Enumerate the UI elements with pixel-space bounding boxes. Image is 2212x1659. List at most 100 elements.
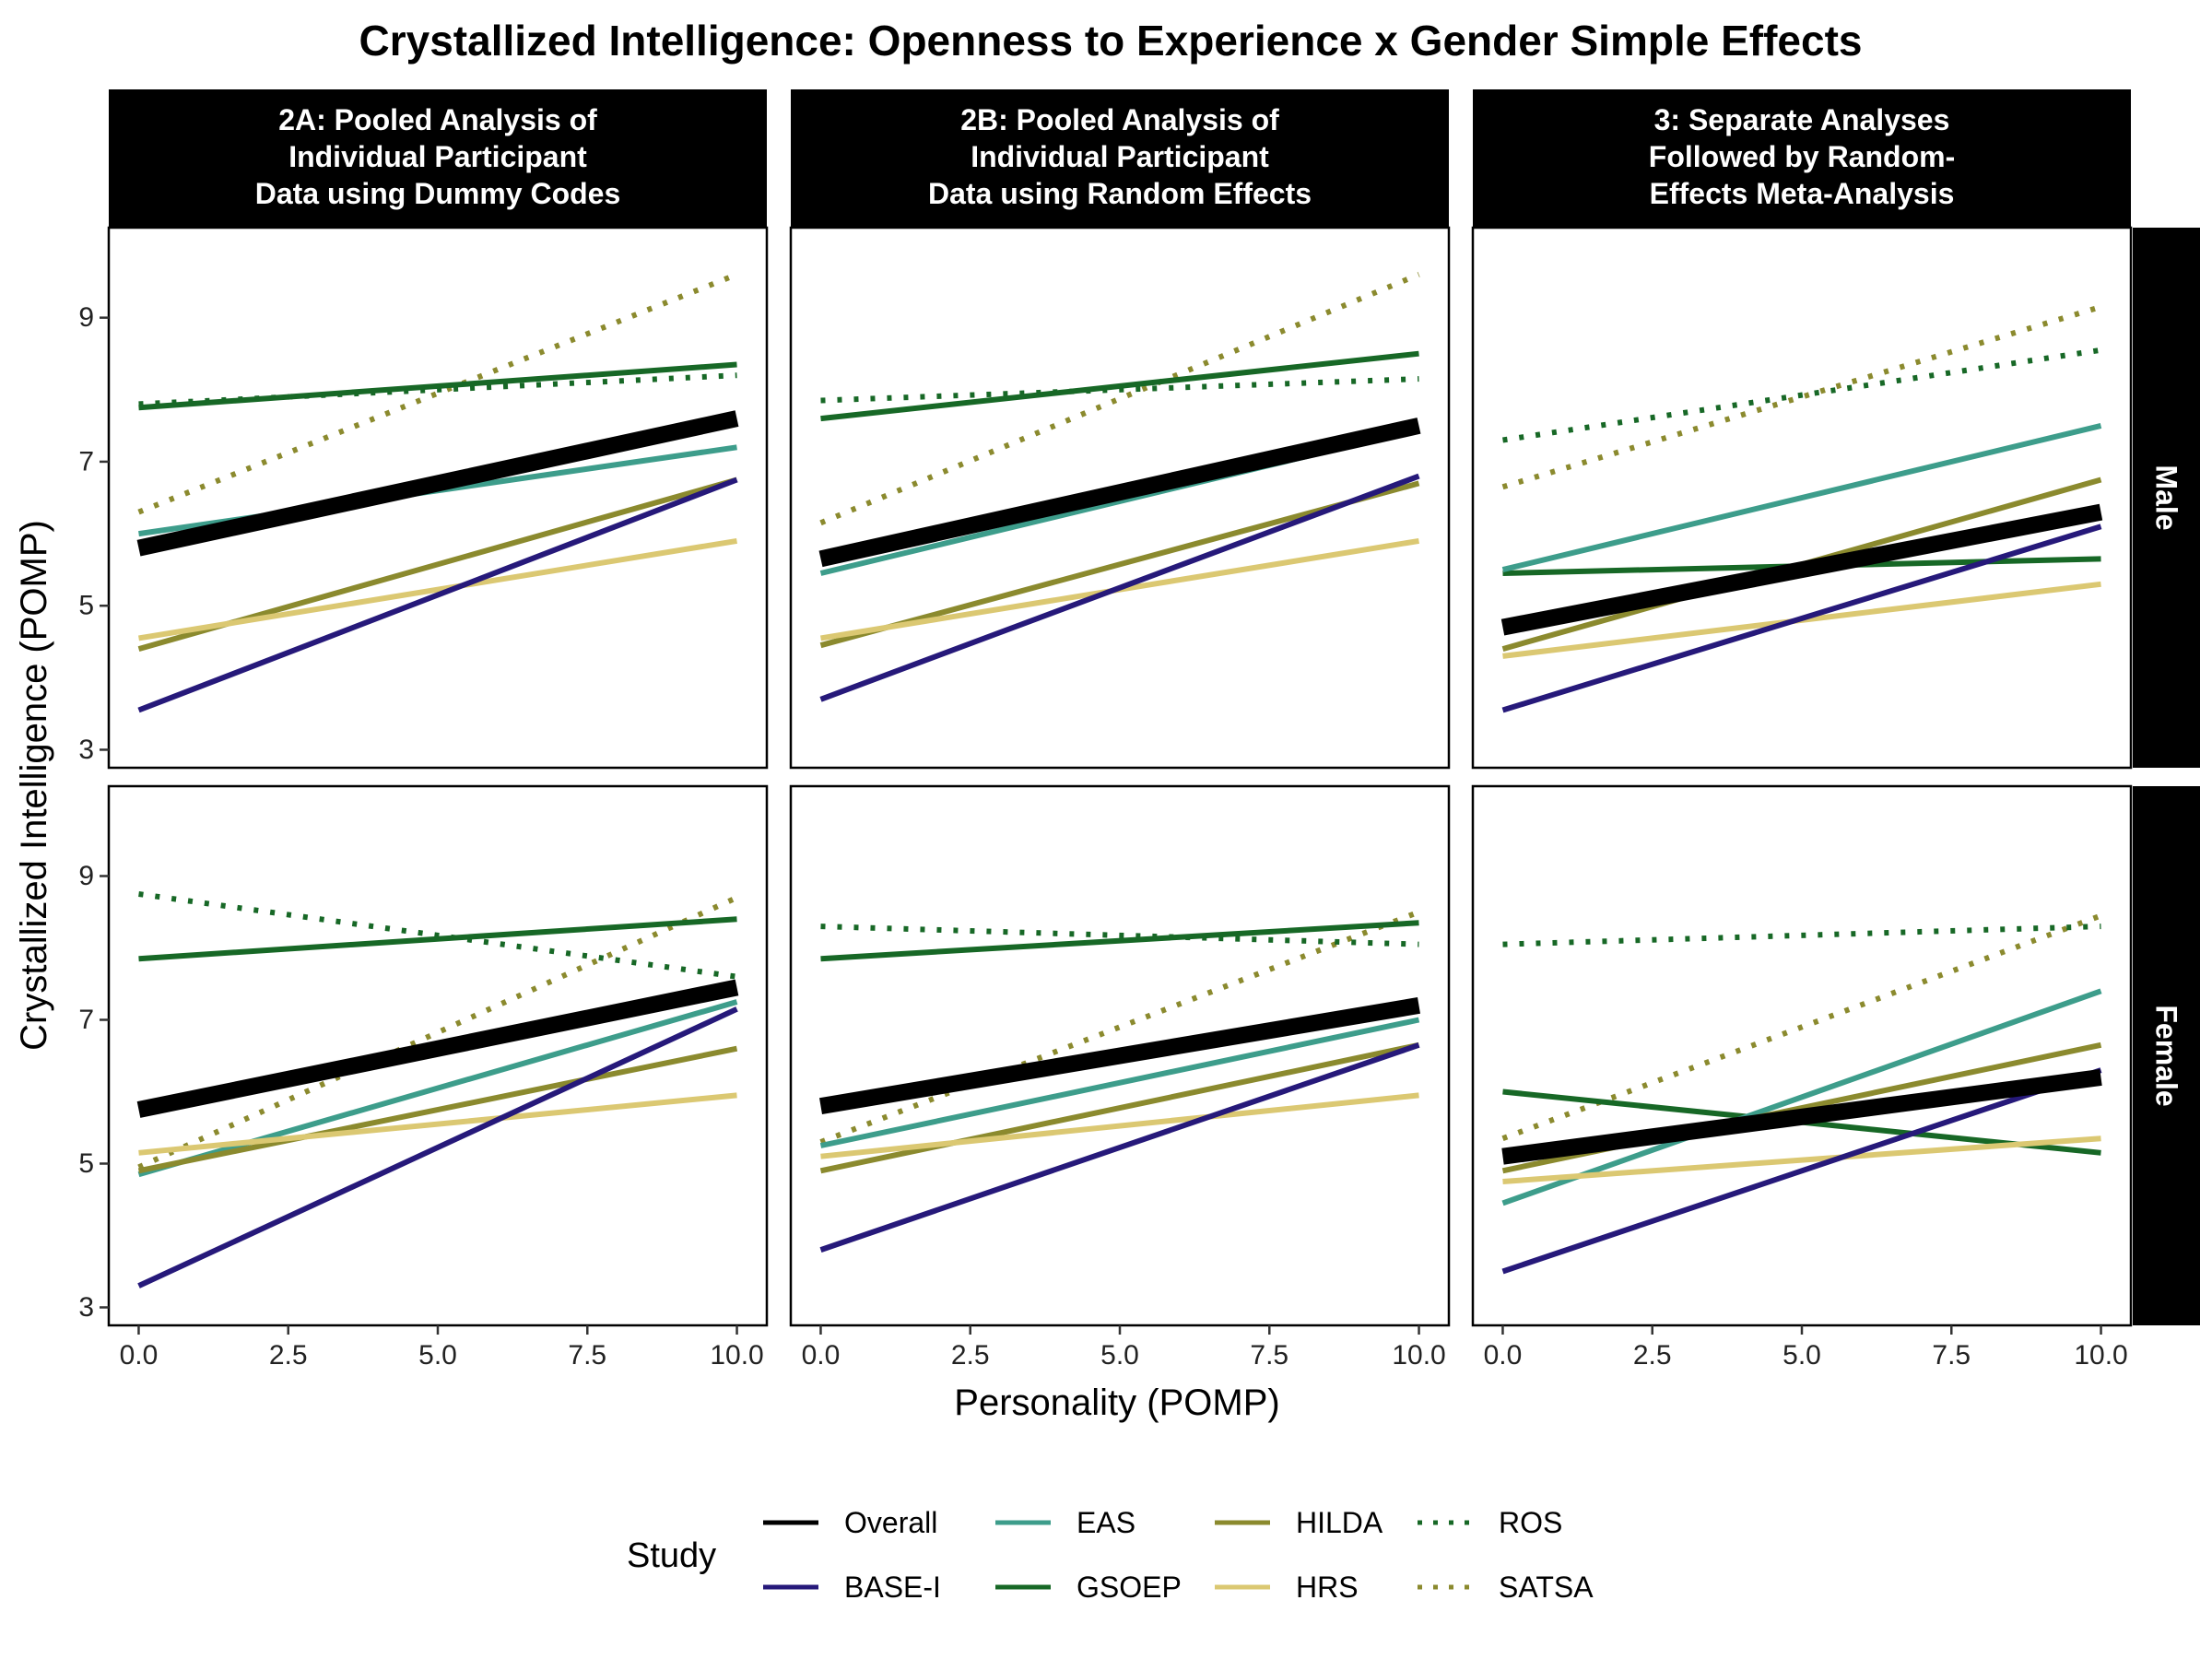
y-tick-label: 5 [78, 1148, 94, 1179]
legend-item-gsoep: GSOEP [995, 1571, 1182, 1604]
legend-label: EAS [1077, 1506, 1135, 1539]
facet-strip-top: 2B: Pooled Analysis of Individual Partici… [791, 89, 1449, 228]
series-line-ros [820, 376, 1419, 404]
legend-label: HRS [1296, 1571, 1359, 1604]
series-line-eas [1501, 422, 2102, 573]
legend: Study Overall BASE-I EAS GSOEP HILDA HRS ROS SAT… [627, 1506, 1594, 1604]
facet-strip-top: 2A: Pooled Analysis of Individual Partici… [109, 89, 767, 228]
facet-strip-label: Followed by Random- [1649, 140, 1955, 173]
x-tick-label: 0.0 [802, 1340, 841, 1371]
series-line-eas [819, 1017, 1420, 1148]
series-line-satsa [1501, 304, 2102, 490]
facet-strip-top: 3: Separate Analyses Followed by Random- E… [1473, 89, 2131, 228]
x-tick-label: 0.0 [120, 1340, 159, 1371]
x-tick-label: 7.5 [568, 1340, 606, 1371]
series-line-overall [1501, 1068, 2102, 1165]
x-tick-label: 10.0 [710, 1340, 763, 1371]
series-line-overall [136, 410, 739, 557]
facet-panel [1471, 226, 2133, 770]
series-line-base-i [137, 477, 738, 713]
facet-strip-label: 3: Separate Analyses [1654, 103, 1950, 136]
series-line-base-i [1501, 524, 2102, 713]
legend-item-eas: EAS [995, 1506, 1135, 1539]
series-line-hilda [819, 480, 1420, 649]
x-tick-label: 5.0 [1783, 1340, 1821, 1371]
legend-label: GSOEP [1077, 1571, 1182, 1604]
y-tick-label: 9 [78, 302, 94, 333]
axes: 3 5 7 9 3 5 7 9 0.0 2.5 5.0 7.5 10.0 0.0 2.5 5.0 7.5 10.0… [78, 302, 2127, 1371]
facet-panel [107, 226, 769, 770]
facet-strip-label: Data using Dummy Codes [255, 177, 621, 210]
facet-panels: 2A: Pooled Analysis of Individual Partici… [107, 89, 2200, 1327]
facet-strip-right: Male [2133, 228, 2200, 768]
facet-strip-right: Female [2133, 786, 2200, 1325]
series-line-hrs [138, 1092, 737, 1156]
facet-panel [789, 784, 1451, 1327]
facet-strip-label: Effects Meta-Analysis [1650, 177, 1955, 210]
legend-label: SATSA [1499, 1571, 1594, 1604]
x-tick-label: 2.5 [951, 1340, 990, 1371]
legend-item-base-i: BASE-I [763, 1571, 941, 1604]
series-line-base-i [1501, 1067, 2102, 1275]
y-axis-label: Crystallized Intelligence (POMP) [14, 520, 54, 1051]
x-axis-label: Personality (POMP) [954, 1382, 1279, 1423]
facet-strip-label: Individual Participant [288, 140, 587, 173]
y-tick-label: 5 [78, 591, 94, 621]
x-tick-label: 10.0 [2074, 1340, 2127, 1371]
series-line-overall [1500, 503, 2103, 636]
series-line-overall [136, 979, 739, 1118]
series-line-ros [1502, 347, 2101, 443]
facet-strip-label: Male [2150, 465, 2183, 530]
x-tick-label: 7.5 [1932, 1340, 1971, 1371]
y-tick-label: 9 [78, 861, 94, 891]
series-line-base-i [137, 1006, 738, 1288]
legend-item-satsa: SATSA [1418, 1571, 1594, 1604]
legend-title: Study [627, 1536, 716, 1575]
facet-strip-label: Individual Participant [971, 140, 1269, 173]
series-line-satsa [819, 909, 1420, 1145]
facet-strip-label: 2B: Pooled Analysis of [960, 103, 1279, 136]
series-line-ros [1502, 924, 2101, 947]
series-line-hrs [820, 1092, 1419, 1159]
x-tick-label: 5.0 [1100, 1340, 1139, 1371]
facet-strip-label: Female [2150, 1005, 2183, 1106]
legend-label: ROS [1499, 1506, 1562, 1539]
series-line-base-i [819, 473, 1420, 702]
y-tick-label: 3 [78, 1292, 94, 1323]
series-line-gsoep [138, 361, 737, 411]
series-line-hilda [137, 1045, 738, 1174]
series-line-ros [820, 924, 1419, 947]
legend-item-hilda: HILDA [1215, 1506, 1383, 1539]
facet-strip-label: 2A: Pooled Analysis of [278, 103, 597, 136]
facet-panel [789, 226, 1451, 770]
legend-label: HILDA [1296, 1506, 1383, 1539]
series-line-overall [818, 418, 1421, 568]
facet-strip-label: Data using Random Effects [928, 177, 1312, 210]
series-line-hrs [138, 537, 737, 641]
legend-label: BASE-I [844, 1571, 941, 1604]
x-tick-label: 10.0 [1392, 1340, 1445, 1371]
legend-item-ros: ROS [1418, 1506, 1562, 1539]
legend-label: Overall [844, 1506, 937, 1539]
series-line-gsoep [820, 350, 1419, 422]
series-line-hrs [1502, 1135, 2101, 1184]
x-tick-label: 2.5 [1633, 1340, 1672, 1371]
legend-item-hrs: HRS [1215, 1571, 1359, 1604]
x-tick-label: 0.0 [1484, 1340, 1523, 1371]
y-tick-label: 7 [78, 1005, 94, 1035]
chart-title: Crystallized Intelligence: Openness to E… [359, 17, 1863, 65]
x-tick-label: 2.5 [269, 1340, 308, 1371]
series-line-gsoep [138, 916, 737, 962]
series-line-ros [138, 891, 737, 980]
series-line-base-i [819, 1041, 1420, 1253]
y-tick-label: 3 [78, 735, 94, 765]
x-tick-label: 7.5 [1250, 1340, 1288, 1371]
x-tick-label: 5.0 [418, 1340, 457, 1371]
series-line-eas [1501, 988, 2102, 1206]
series-line-hilda [819, 1041, 1420, 1174]
facet-panel [107, 784, 769, 1327]
series-line-gsoep [820, 920, 1419, 962]
legend-item-overall: Overall [763, 1506, 937, 1539]
facet-panel [1471, 784, 2133, 1327]
